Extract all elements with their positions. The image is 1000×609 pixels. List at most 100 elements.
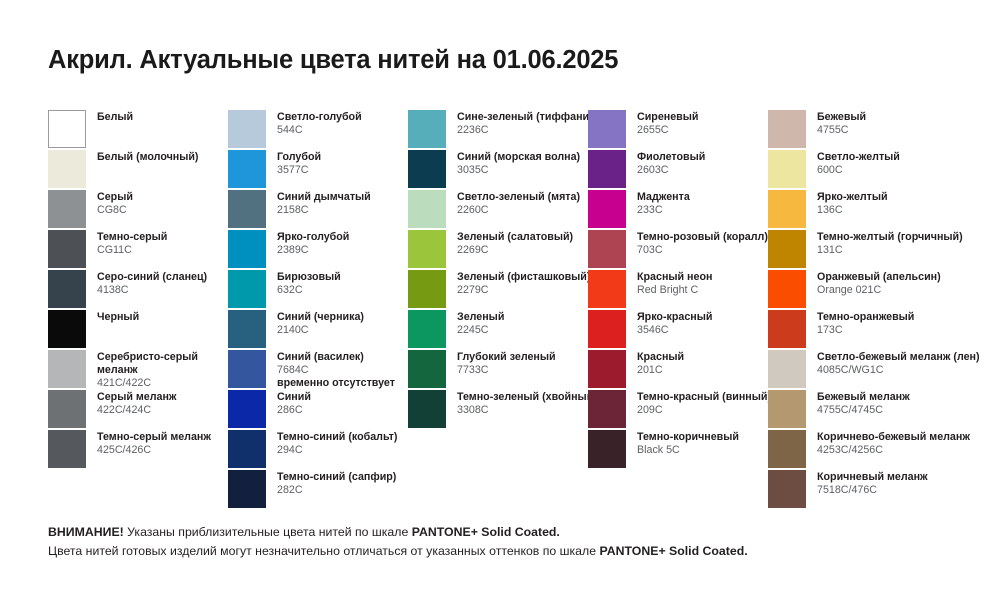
swatch-row[interactable]: Синий 286C	[228, 390, 408, 430]
swatch-row[interactable]: Белый	[48, 110, 228, 150]
pantone-code: 2269C	[457, 244, 489, 257]
swatch-row[interactable]: Бирюзовый 632C	[228, 270, 408, 310]
color-swatch	[48, 390, 86, 428]
pantone-code: 421C/422C	[97, 377, 152, 390]
swatch-row[interactable]: Серый меланж 422C/424C	[48, 390, 228, 430]
color-name: Темно-синий (сапфир)	[277, 471, 397, 483]
swatch-row[interactable]: Красный 201C	[588, 350, 768, 390]
color-swatch	[48, 350, 86, 388]
swatch-row[interactable]: Ярко-желтый 136C	[768, 190, 973, 230]
swatch-labels: Темно-синий (кобальт) 294C	[277, 430, 397, 457]
swatch-row[interactable]: Бежевый 4755C	[768, 110, 973, 150]
swatch-row[interactable]: Синий (василек) 7684C временно отсутствует	[228, 350, 408, 390]
swatch-row[interactable]: Зеленый (фисташковый) 2279C	[408, 270, 590, 310]
pantone-code: 3546C	[637, 324, 669, 337]
swatch-row[interactable]: Темно-красный (винный) 209C	[588, 390, 771, 430]
pantone-code: 2158C	[277, 204, 309, 217]
color-swatch	[588, 430, 626, 468]
swatch-row[interactable]: Темно-синий (кобальт) 294C	[228, 430, 408, 470]
swatch-row[interactable]: Синий (черника) 2140C	[228, 310, 408, 350]
swatch-row[interactable]: Черный	[48, 310, 228, 350]
swatch-row[interactable]: Голубой 3577C	[228, 150, 408, 190]
swatch-row[interactable]: Темно-синий (сапфир) 282C	[228, 470, 408, 510]
color-swatch	[228, 310, 266, 348]
color-swatch	[768, 470, 806, 508]
color-name: Темно-зеленый (хвойный)	[457, 391, 597, 403]
swatch-row[interactable]: Зеленый (салатовый) 2269C	[408, 230, 588, 270]
footer-line-1-text: Указаны приблизительные цвета нитей по ш…	[123, 525, 412, 539]
color-swatch	[768, 390, 806, 428]
swatch-row[interactable]: Темно-желтый (горчичный) 131C	[768, 230, 973, 270]
color-swatch	[408, 190, 446, 228]
swatch-row[interactable]: Серо-синий (сланец) 4138C	[48, 270, 228, 310]
swatch-row[interactable]: Серебристо-серый меланж 421C/422C	[48, 350, 228, 390]
swatch-labels: Светло-желтый 600C	[817, 150, 900, 177]
footer-disclaimer: ВНИМАНИЕ! Указаны приблизительные цвета …	[48, 523, 968, 561]
color-name: Фиолетовый	[637, 151, 706, 163]
color-swatch	[228, 350, 266, 388]
color-swatch	[48, 430, 86, 468]
swatch-row[interactable]: Сине-зеленый (тиффани) 2236C	[408, 110, 593, 150]
swatch-row[interactable]: Бежевый меланж 4755C/4745C	[768, 390, 973, 430]
swatch-row[interactable]: Светло-желтый 600C	[768, 150, 973, 190]
color-swatch	[228, 390, 266, 428]
swatch-labels: Темно-серый меланж 425C/426C	[97, 430, 211, 457]
swatch-row[interactable]: Синий (морская волна) 3035C	[408, 150, 588, 190]
swatch-row[interactable]: Темно-серый меланж 425C/426C	[48, 430, 228, 470]
swatch-row[interactable]: Коричневый меланж 7518C/476C	[768, 470, 973, 510]
swatch-column-neutrals: Белый Белый (молочный) Серый CG8C Темно-серы…	[48, 110, 228, 470]
swatch-row[interactable]: Фиолетовый 2603C	[588, 150, 768, 190]
swatch-labels: Синий 286C	[277, 390, 311, 417]
swatch-labels: Темно-коричневый Black 5C	[637, 430, 739, 457]
swatch-row[interactable]: Красный неон Red Bright C	[588, 270, 768, 310]
swatch-row[interactable]: Светло-зеленый (мята) 2260C	[408, 190, 588, 230]
color-swatch	[408, 350, 446, 388]
color-name: Светло-голубой	[277, 111, 362, 123]
footer-brand-1: PANTONE+ Solid Coated.	[411, 525, 560, 539]
swatch-row[interactable]: Светло-голубой 544C	[228, 110, 408, 150]
swatch-row[interactable]: Темно-розовый (коралл) 703C	[588, 230, 768, 270]
color-swatch	[48, 270, 86, 308]
swatch-row[interactable]: Глубокий зеленый 7733C	[408, 350, 588, 390]
swatch-labels: Сиреневый 2655C	[637, 110, 698, 137]
swatch-labels: Синий (черника) 2140C	[277, 310, 364, 337]
swatch-labels: Бежевый меланж 4755C/4745C	[817, 390, 910, 417]
color-name: Темно-синий (кобальт)	[277, 431, 398, 443]
swatch-row[interactable]: Белый (молочный)	[48, 150, 228, 190]
swatch-row[interactable]: Ярко-голубой 2389C	[228, 230, 408, 270]
color-swatch	[228, 230, 266, 268]
color-name: Темно-желтый (горчичный)	[817, 231, 963, 243]
color-swatch	[408, 110, 446, 148]
color-swatch	[768, 110, 806, 148]
swatch-row[interactable]: Ярко-красный 3546C	[588, 310, 768, 350]
swatch-labels: Светло-зеленый (мята) 2260C	[457, 190, 580, 217]
swatch-column-blues: Светло-голубой 544C Голубой 3577C Синий дымч…	[228, 110, 408, 510]
swatch-row[interactable]: Зеленый 2245C	[408, 310, 588, 350]
color-swatch	[228, 190, 266, 228]
swatch-labels: Красный 201C	[637, 350, 684, 377]
swatch-row[interactable]: Темно-зеленый (хвойный) 3308C	[408, 390, 597, 430]
pantone-code: 209C	[637, 404, 663, 417]
color-name: Светло-бежевый меланж (лен)	[817, 351, 980, 363]
swatch-row[interactable]: Маджента 233C	[588, 190, 768, 230]
color-name: Серый	[97, 191, 133, 203]
swatch-row[interactable]: Серый CG8C	[48, 190, 228, 230]
swatch-labels: Ярко-желтый 136C	[817, 190, 888, 217]
swatch-row[interactable]: Светло-бежевый меланж (лен) 4085C/WG1C	[768, 350, 980, 390]
swatch-row[interactable]: Оранжевый (апельсин) Orange 021C	[768, 270, 973, 310]
footer-line-1: ВНИМАНИЕ! Указаны приблизительные цвета …	[48, 523, 968, 542]
swatch-row[interactable]: Коричнево-бежевый меланж 4253C/4256C	[768, 430, 973, 470]
swatch-row[interactable]: Темно-серый CG11C	[48, 230, 228, 270]
swatch-row[interactable]: Синий дымчатый 2158C	[228, 190, 408, 230]
swatch-row[interactable]: Темно-коричневый Black 5C	[588, 430, 768, 470]
color-swatch	[588, 310, 626, 348]
pantone-code: 425C/426C	[97, 444, 152, 457]
swatch-row[interactable]: Сиреневый 2655C	[588, 110, 768, 150]
color-name: Синий (черника)	[277, 311, 364, 323]
swatch-labels: Красный неон Red Bright C	[637, 270, 712, 297]
color-name: Светло-желтый	[817, 151, 900, 163]
pantone-code: 282C	[277, 484, 303, 497]
swatch-labels: Коричневый меланж 7518C/476C	[817, 470, 928, 497]
pantone-code: 7518C/476C	[817, 484, 878, 497]
swatch-row[interactable]: Темно-оранжевый 173C	[768, 310, 973, 350]
